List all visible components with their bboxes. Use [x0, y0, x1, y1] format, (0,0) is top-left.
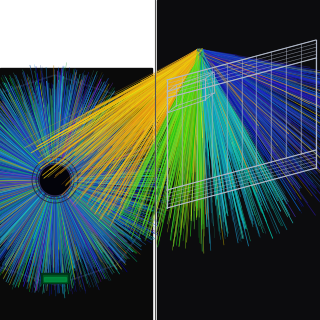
Bar: [0, 68, 152, 320]
Circle shape: [39, 164, 71, 196]
Bar: [41, 273, 69, 283]
Polygon shape: [0, 75, 155, 285]
Bar: [157, 0, 320, 320]
Bar: [43, 275, 67, 282]
Bar: [0, 0, 152, 68]
Bar: [44, 277, 66, 281]
Bar: [0, 0, 152, 320]
